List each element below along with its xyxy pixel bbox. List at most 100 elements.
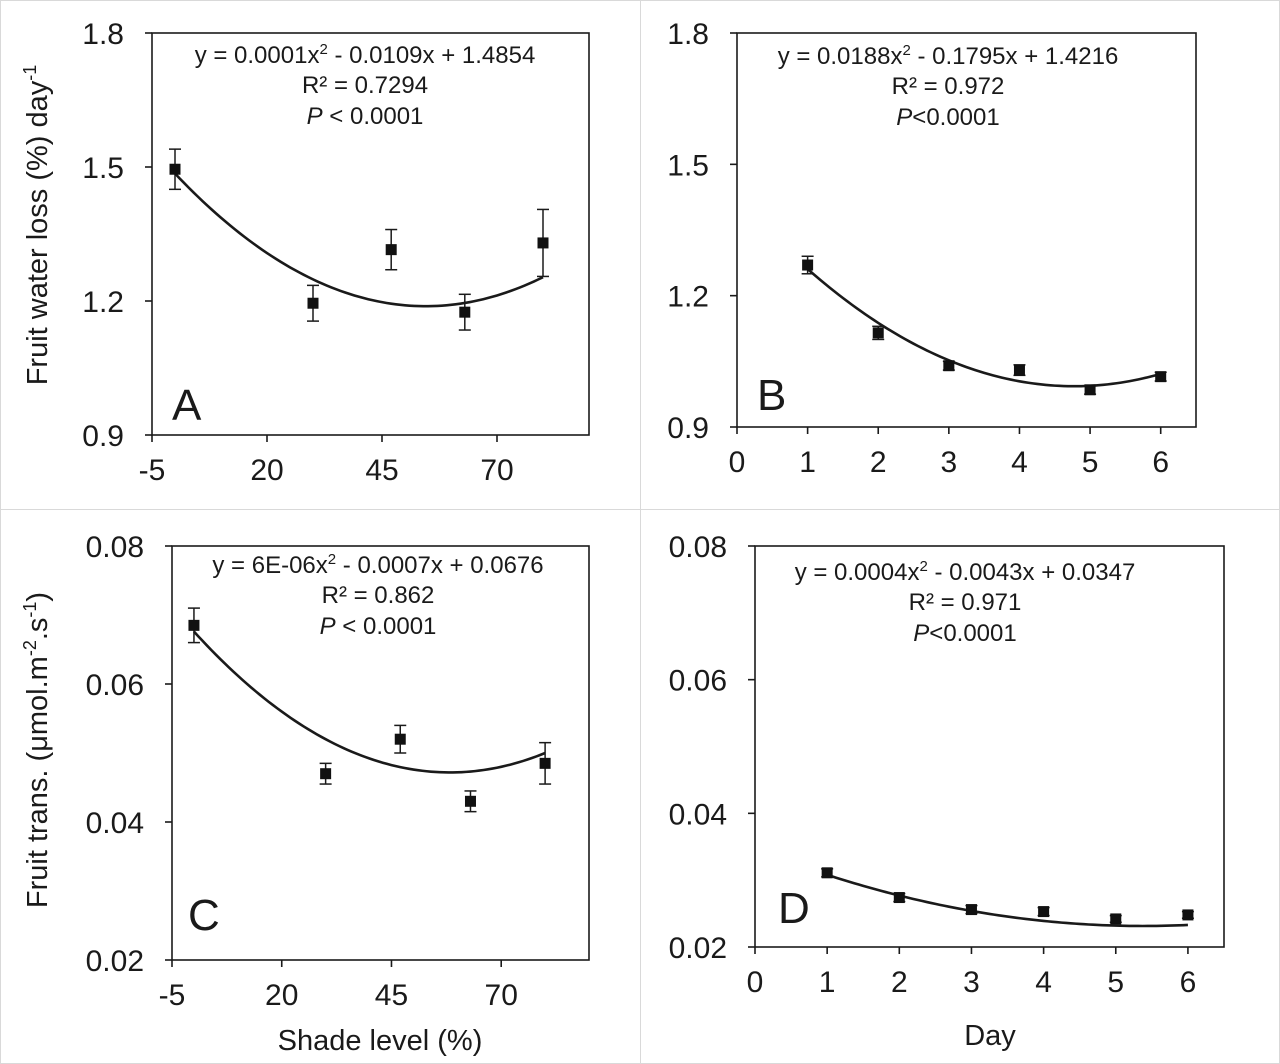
x-tick-label: 45 [365,454,398,487]
equation-part: y = 0.0004x [795,559,920,586]
x-tick-label: 3 [963,966,980,999]
data-point [821,867,833,879]
data-point [1182,909,1194,921]
y-tick-label: 1.5 [82,152,124,185]
y-tick-label: 1.2 [667,281,709,314]
r-squared-label: R² = 0.7294 [302,72,428,99]
chart-d: 0.020.040.060.080 1 2 3 4 5 6y = 0.0004x2 - 0.… [669,531,1225,999]
x-tick-label: 5 [1107,966,1124,999]
equation-exponent: 2 [328,551,336,568]
y-axis-title-bottom-part2: .s [22,618,54,641]
y-tick-label: 0.9 [82,420,124,453]
x-tick-label: -5 [139,454,166,487]
equation-label: y = 0.0001x2 - 0.0109x + 1.4854 [195,41,536,69]
x-tick-label: 6 [1180,966,1197,999]
x-tick-label: 70 [485,979,518,1012]
equation-exponent: 2 [902,42,910,59]
plot-frame [151,32,590,436]
chart-a: 0.9 1.2 1.5 1.8 -5 20 45 70 y = 0.0001x2 - 0.010… [82,18,590,487]
p-value-label: P < 0.0001 [307,103,424,130]
x-tick-label: 5 [1082,446,1099,479]
p-value-label: P<0.0001 [913,620,1016,647]
panel-letter: A [172,381,202,430]
x-tick-label: 20 [265,979,298,1012]
x-tick-label: 1 [819,966,836,999]
data-point [1110,913,1122,925]
data-point [188,619,200,631]
equation-part: - 0.0007x + 0.0676 [336,552,544,579]
panel-letter: C [188,891,220,940]
chart-c: 0.02 0.04 0.06 0.08 -5 20 45 70 y = 6E-06x2 - 0.… [86,531,590,1012]
data-point [872,327,884,339]
y-axis-title-top: Fruit water loss (%) day-1 [20,65,54,386]
data-point [394,733,406,745]
x-tick-label: 0 [747,966,764,999]
data-point [893,892,905,904]
data-point [320,768,332,780]
x-tick-label: 2 [870,446,887,479]
p-value-label: P < 0.0001 [320,613,437,640]
p-value-rest: <0.0001 [929,620,1016,647]
equation-label: y = 0.0188x2 - 0.1795x + 1.4216 [778,42,1119,70]
x-tick-label: 70 [480,454,513,487]
data-point [307,297,319,309]
y-tick-label: 0.02 [86,945,144,978]
trend-line [806,268,1162,388]
trend-line [826,873,1188,928]
trend-line [174,172,544,308]
y-tick-label: 1.8 [82,18,124,51]
x-tick-label: 4 [1035,966,1052,999]
y-axis-title-top-sup: -1 [20,65,40,81]
x-tick-label: 45 [375,979,408,1012]
data-point [539,757,551,769]
equation-exponent: 2 [919,558,927,575]
panel-letter: B [757,371,786,420]
y-axis-title-bottom: Fruit trans. (μmol.m-2.s-1) [20,592,54,908]
p-value-label: P<0.0001 [896,104,999,131]
data-point [169,163,181,175]
y-tick-label: 0.08 [86,531,144,564]
panel-letter: D [778,884,810,933]
x-tick-label: 4 [1011,446,1028,479]
y-axis-title-bottom-part1: Fruit trans. (μmol.m [22,656,54,908]
data-point [802,259,814,271]
chart-b: 0.91.21.51.80 1 2 3 4 5 6y = 0.0188x2 - 0.1795… [667,18,1197,479]
x-tick-label: 0 [729,446,746,479]
p-value-italic: P [913,620,929,647]
equation-part: y = 6E-06x [212,552,327,579]
y-tick-label: 0.02 [669,932,727,965]
r-squared-label: R² = 0.862 [322,582,435,609]
data-point [385,244,397,256]
equation-label: y = 0.0004x2 - 0.0043x + 0.0347 [795,558,1136,586]
p-value-italic: P [307,103,323,130]
y-tick-label: 0.9 [667,412,709,445]
p-value-italic: P [320,613,336,640]
x-tick-label: 1 [799,446,816,479]
x-tick-label: 3 [941,446,958,479]
y-tick-label: 0.04 [86,807,144,840]
plot-frame [736,32,1197,428]
y-tick-label: 0.06 [669,665,727,698]
y-axis-title-bottom-sup2: -1 [20,602,40,618]
p-value-rest: <0.0001 [912,104,999,131]
data-point [459,306,471,318]
equation-part: - 0.0109x + 1.4854 [328,42,536,69]
x-axis-title-day: Day [964,1020,1016,1052]
y-tick-label: 1.2 [82,286,124,319]
plot-frame [754,545,1225,948]
x-tick-label: 2 [891,966,908,999]
x-tick-label: 20 [250,454,283,487]
plot-frame [171,545,590,961]
data-point [1155,371,1167,383]
y-tick-label: 0.06 [86,669,144,702]
p-value-rest: < 0.0001 [336,613,437,640]
x-tick-label: -5 [159,979,186,1012]
data-point [464,795,476,807]
equation-part: - 0.0043x + 0.0347 [928,559,1136,586]
data-point [1013,364,1025,376]
equation-exponent: 2 [319,41,327,58]
data-point [1038,906,1050,918]
y-tick-label: 0.08 [669,531,727,564]
